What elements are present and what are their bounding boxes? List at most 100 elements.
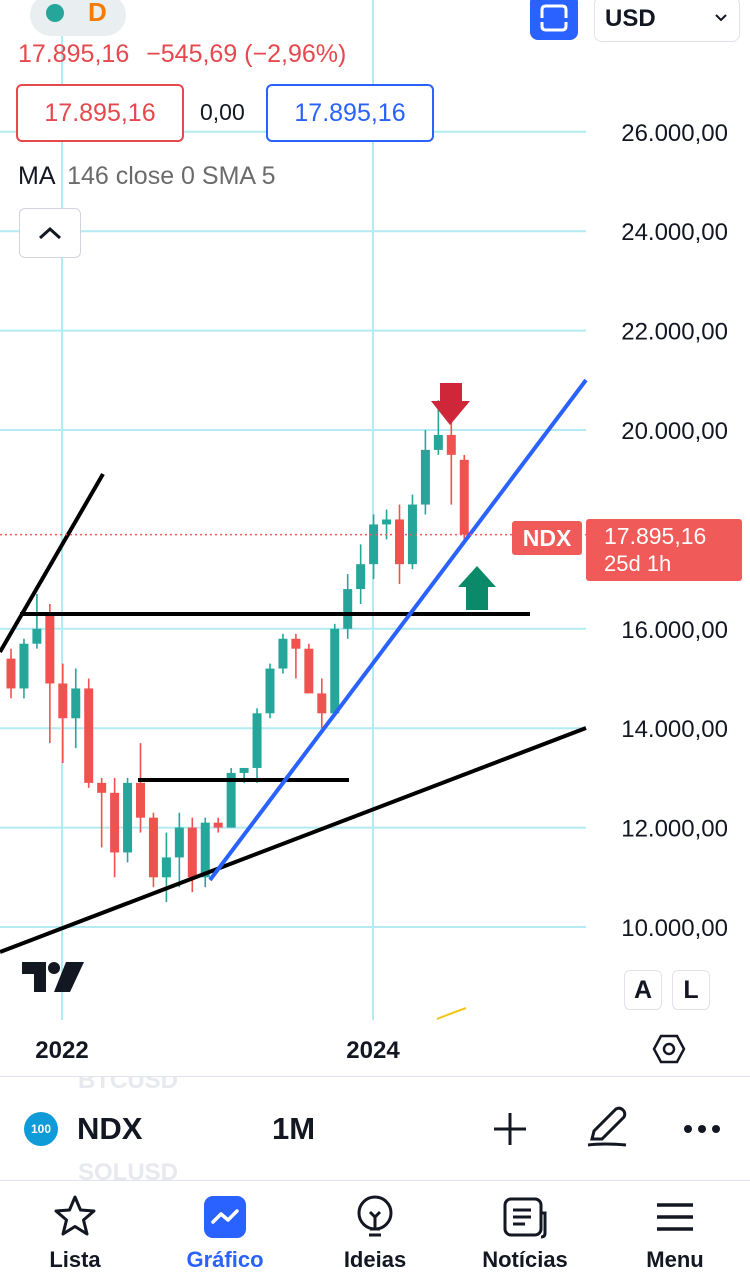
y-tick-label: 26.000,00 [621, 120, 728, 147]
candle [420, 430, 430, 515]
symbol-toolbar: BTCUSD SOLUSD 100 NDX 1M [0, 1076, 750, 1181]
y-tick-label: 20.000,00 [621, 418, 728, 445]
candle-body [433, 434, 443, 450]
candle-body [123, 782, 133, 853]
candle [123, 777, 133, 863]
price-chart[interactable]: 26.000,00 24.000,00 22.000,00 20.000,00 16.0… [0, 0, 750, 1075]
last-price-value: 17.895,16 [604, 523, 707, 549]
candle-body [304, 648, 314, 694]
candle [226, 767, 236, 828]
candle [395, 504, 404, 585]
candle-body [239, 767, 249, 773]
y-tick-label: 16.000,00 [621, 617, 728, 644]
y-tick-label: 12.000,00 [621, 816, 728, 843]
tab-label: Menu [646, 1247, 704, 1272]
tab-ideias[interactable]: Ideias [300, 1181, 450, 1279]
candle-body [58, 683, 68, 719]
candle [161, 832, 171, 903]
candle [317, 678, 327, 729]
drawing-pen-icon[interactable] [584, 1103, 630, 1149]
log-scale-button[interactable]: L [672, 970, 710, 1010]
candle-body [32, 628, 42, 644]
candle-body [148, 817, 158, 878]
sell-price-box[interactable]: 17.895,16 [16, 84, 184, 142]
symbol-badge: 100 [24, 1112, 58, 1146]
candle [174, 812, 184, 888]
collapse-legend-button[interactable] [19, 208, 81, 258]
series-status-pill[interactable]: D [30, 0, 126, 36]
y-axis-labels: 26.000,00 24.000,00 22.000,00 20.000,00 16.0… [621, 120, 728, 942]
candle-body [213, 822, 223, 828]
candle [291, 633, 301, 679]
fullscreen-button[interactable] [530, 0, 578, 40]
candle-body [252, 713, 262, 768]
candle [278, 633, 288, 674]
more-options-icon[interactable] [682, 1119, 722, 1139]
candle [136, 743, 145, 833]
candle-body [110, 792, 120, 853]
tab-grafico[interactable]: Gráfico [150, 1181, 300, 1279]
news-icon [501, 1193, 549, 1241]
currency-select[interactable]: USD [594, 0, 740, 42]
yellow-ma-fragment [436, 1007, 467, 1020]
auto-scale-button[interactable]: A [624, 970, 662, 1010]
tab-menu[interactable]: Menu [600, 1181, 750, 1279]
buy-price-box[interactable]: 17.895,16 [266, 84, 434, 142]
plus-icon[interactable] [490, 1109, 530, 1149]
candle [58, 663, 68, 763]
candle-body [136, 782, 145, 818]
lightbulb-icon [351, 1193, 399, 1241]
candle [148, 812, 158, 888]
candle [356, 544, 366, 604]
ma-legend[interactable]: MA 146 close 0 SMA 5 [18, 162, 276, 191]
x-axis-labels: 2022 2024 [35, 1037, 400, 1064]
candle [265, 663, 275, 719]
ma-name: MA [18, 162, 55, 190]
candle-body [330, 628, 340, 714]
candle [304, 643, 314, 694]
ghost-symbol-above: BTCUSD [78, 1076, 178, 1094]
tab-lista[interactable]: Lista [0, 1181, 150, 1279]
symbol-name-button[interactable]: NDX [77, 1111, 143, 1146]
y-tick-label: 22.000,00 [621, 319, 728, 346]
tab-noticias[interactable]: Notícias [450, 1181, 600, 1279]
up-arrow-icon [458, 566, 496, 610]
candle [213, 817, 223, 833]
candle [84, 678, 94, 788]
x-tick-label: 2022 [35, 1037, 88, 1064]
candle-body [226, 772, 236, 828]
chart-icon [201, 1193, 249, 1241]
tab-label: Lista [49, 1247, 101, 1272]
trendline-blue [208, 378, 588, 882]
currency-value: USD [605, 5, 656, 32]
candle-body [343, 589, 353, 629]
trendline-left-black [0, 472, 105, 654]
y-tick-label: 14.000,00 [621, 716, 728, 743]
chevron-up-icon [38, 226, 62, 240]
candle-body [45, 613, 55, 684]
x-tick-label: 2024 [346, 1037, 400, 1064]
candle-body [187, 827, 197, 878]
candle-body [265, 668, 275, 714]
market-status-dot-icon [46, 4, 64, 22]
candle [446, 410, 456, 505]
candle-body [174, 827, 184, 858]
y-tick-label: 10.000,00 [621, 915, 728, 942]
interval-button[interactable]: 1M [272, 1111, 316, 1146]
candle-body [446, 434, 456, 455]
down-arrow-icon [431, 383, 470, 425]
ma-params: 146 close 0 SMA 5 [67, 162, 276, 190]
candle [330, 623, 340, 714]
candle-body [6, 658, 16, 689]
candle [6, 648, 16, 699]
candles-group [6, 400, 469, 903]
price-change-line: 17.895,16 −545,69 (−2,96%) [18, 40, 346, 69]
chart-settings-icon[interactable] [652, 1033, 686, 1065]
y-tick-label: 24.000,00 [621, 219, 728, 246]
last-price-axis-label: 17.895,16 25d 1h [586, 519, 742, 581]
fullscreen-icon [540, 4, 568, 32]
candle-body [395, 519, 404, 565]
current-price: 17.895,16 [18, 40, 130, 68]
candle [407, 494, 417, 570]
candle-body [459, 459, 469, 535]
